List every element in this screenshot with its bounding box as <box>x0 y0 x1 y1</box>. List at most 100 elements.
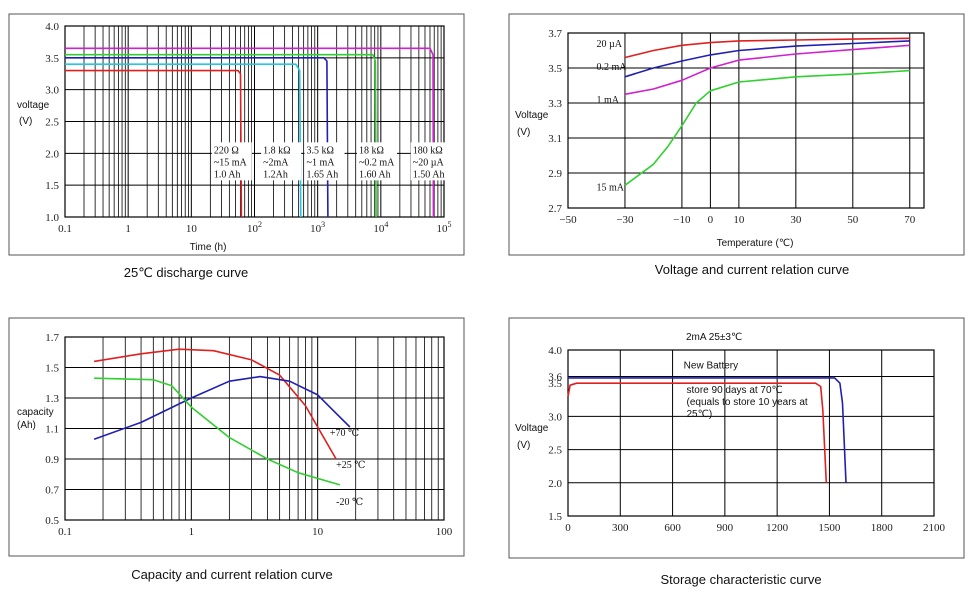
storage-annotation: (equals to store 10 years at <box>687 397 808 408</box>
storage-ylabel-1: Voltage <box>515 423 549 434</box>
storage-title: 2mA 25±3℃ <box>686 332 742 343</box>
discharge-xtick-label: 0.1 <box>58 223 72 235</box>
discharge-annotation-bg <box>211 142 252 181</box>
discharge-annotation: 1.2Ah <box>263 169 288 180</box>
discharge-xtick-exp: 3 <box>321 220 325 229</box>
discharge-panel: 1.01.52.02.53.03.54.00.1 1 10 102 103 104 1052… <box>8 13 465 280</box>
storage-plot-area <box>567 349 935 517</box>
voltage_temp-ytick-label: 3.3 <box>548 98 562 110</box>
storage-ytick-label: 1.5 <box>548 511 562 523</box>
discharge-xtick-base: 10 <box>247 223 259 235</box>
capacity-caption: Capacity and current relation curve <box>131 567 333 582</box>
discharge-xtick-base: 1 <box>125 223 131 235</box>
storage-xtick-label: 0 <box>565 522 571 534</box>
voltage-temp-xlabel: Temperature (℃) <box>717 238 794 249</box>
discharge-xtick-exp: 5 <box>448 220 452 229</box>
storage-xtick-label: 1200 <box>766 522 789 534</box>
capacity_current-xtick-label: 100 <box>436 526 453 538</box>
voltage_temp-xtick-label: 30 <box>790 214 802 226</box>
discharge-annotation: 1.50 Ah <box>413 169 445 180</box>
voltage_temp-ytick-label: 3.1 <box>548 133 562 145</box>
discharge-xlabel: Time (h) <box>190 242 227 253</box>
discharge-ytick-label: 4.0 <box>45 21 59 33</box>
voltage_temp-annotation: 15 mA <box>596 183 624 194</box>
discharge-xtick-label: 10 <box>186 223 198 235</box>
discharge-ylabel-1: voltage <box>17 100 50 111</box>
discharge-annotation: ~1 mA <box>307 157 336 168</box>
storage-xtick-label: 1500 <box>818 522 841 534</box>
voltage-temp-ylabel-2: (V) <box>517 127 530 138</box>
capacity_current-series-2 <box>94 377 341 486</box>
discharge-xtick-label: 103 <box>310 220 325 235</box>
discharge-annotation: ~15 mA <box>214 157 248 168</box>
storage-annotation: store 90 days at 70℃ <box>687 385 783 396</box>
discharge-annotation: 1.65 Ah <box>307 169 339 180</box>
voltage_temp-xtick-label: 0 <box>708 214 714 226</box>
discharge-xtick-label: 102 <box>247 220 262 235</box>
voltage_temp-ytick-label: 2.9 <box>548 168 562 180</box>
voltage_temp-ytick-label: 2.7 <box>548 203 562 215</box>
discharge-annotation: 1.0 Ah <box>214 169 241 180</box>
voltage_temp-ytick-label: 3.7 <box>548 28 562 40</box>
capacity_current-annotation: -20 ℃ <box>336 497 363 508</box>
discharge-series-3 <box>65 53 377 218</box>
discharge-plot: 1.01.52.02.53.03.54.00.1 1 10 102 103 104 1052… <box>45 21 451 235</box>
discharge-xtick-label: 105 <box>437 220 452 235</box>
voltage_temp-xtick-label: −30 <box>616 214 634 226</box>
storage-annotation: 25℃) <box>687 409 713 420</box>
discharge-ytick-label: 1.0 <box>45 212 59 224</box>
capacity_current-ytick-label: 1.3 <box>45 393 59 405</box>
voltage_temp-series-0 <box>624 37 910 59</box>
capacity_current-annotation: +25 ℃ <box>336 460 365 471</box>
voltage_temp-annotation: 20 µA <box>596 39 622 50</box>
discharge-ytick-label: 3.0 <box>45 85 59 97</box>
storage-ytick-label: 3.5 <box>548 378 562 390</box>
voltage_temp-series-3 <box>624 69 910 186</box>
storage-xtick-label: 1800 <box>871 522 894 534</box>
discharge-annotation-bg <box>410 142 451 181</box>
discharge-annotation: 18 kΩ <box>359 145 384 156</box>
discharge-ytick-label: 3.5 <box>45 53 59 65</box>
voltage_temp-annotation: 1 mA <box>596 95 619 106</box>
storage-ytick-label: 2.5 <box>548 445 562 457</box>
discharge-annotation: 220 Ω <box>214 145 239 156</box>
voltage_temp-xtick-label: 70 <box>904 214 916 226</box>
voltage-temp-panel: 2.7 2.9 3.1 3.3 3.5 3.7 −50 −30 −10 0 10 30 50 70 20 µ… <box>508 13 965 277</box>
discharge-xtick-base: 0.1 <box>58 223 72 235</box>
storage-ytick-label: 4.0 <box>548 345 562 357</box>
capacity_current-annotation: +70 ℃ <box>330 428 359 439</box>
discharge-annotation: 3.5 kΩ <box>307 145 334 156</box>
discharge-annotation: 1.8 kΩ <box>263 145 290 156</box>
storage-ytick-label: 3.0 <box>548 411 562 423</box>
discharge-xtick-exp: 2 <box>258 220 262 229</box>
storage-series-0 <box>568 377 847 483</box>
discharge-xtick-base: 10 <box>310 223 322 235</box>
discharge-caption: 25℃ discharge curve <box>124 265 248 280</box>
discharge-ylabel-2: (V) <box>19 116 32 127</box>
voltage_temp-xtick-label: 10 <box>733 214 745 226</box>
capacity-panel: 0.5 0.7 0.9 1.1 1.3 1.5 1.7 0.1 1 10 100 +70 ℃ +25 ℃… <box>8 317 465 582</box>
discharge-annotation: ~2mA <box>263 157 289 168</box>
discharge-annotation-bg <box>304 142 345 181</box>
discharge-ytick-label: 1.5 <box>45 180 59 192</box>
voltage_temp-plot-area <box>567 32 925 209</box>
voltage_temp-series-1 <box>624 40 910 78</box>
discharge-xtick-label: 104 <box>373 220 388 235</box>
capacity_current-ytick-label: 0.5 <box>45 515 59 527</box>
capacity_current-ytick-label: 1.5 <box>45 363 59 375</box>
discharge-xtick-base: 10 <box>186 223 198 235</box>
capacity_current-ytick-label: 0.9 <box>45 454 59 466</box>
storage-ytick-label: 2.0 <box>548 478 562 490</box>
storage-annotation: New Battery <box>684 361 738 372</box>
discharge-annotation: ~0.2 mA <box>359 157 395 168</box>
storage-xtick-label: 300 <box>612 522 629 534</box>
discharge-annotation: 1.60 Ah <box>359 169 391 180</box>
capacity_current-xtick-label: 0.1 <box>58 526 72 538</box>
discharge-ytick-label: 2.0 <box>45 148 59 160</box>
capacity-ylabel-2: (Ah) <box>17 420 36 431</box>
discharge-xtick-exp: 4 <box>384 220 388 229</box>
capacity_current-xtick-label: 1 <box>189 526 195 538</box>
discharge-annotation-bg <box>261 142 302 181</box>
voltage_temp-xtick-label: −50 <box>559 214 577 226</box>
